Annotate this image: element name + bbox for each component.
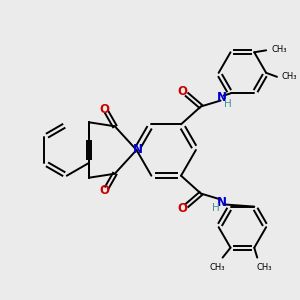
Text: CH₃: CH₃ (282, 72, 298, 81)
Text: N: N (217, 91, 226, 104)
Text: N: N (133, 143, 142, 157)
Text: CH₃: CH₃ (256, 262, 272, 272)
Text: O: O (100, 103, 110, 116)
Text: H: H (224, 98, 231, 109)
Text: H: H (212, 203, 220, 213)
Text: N: N (217, 196, 226, 209)
Text: CH₃: CH₃ (210, 262, 225, 272)
Text: O: O (100, 184, 110, 197)
Text: CH₃: CH₃ (271, 45, 286, 54)
Text: O: O (177, 202, 187, 215)
Text: O: O (177, 85, 187, 98)
